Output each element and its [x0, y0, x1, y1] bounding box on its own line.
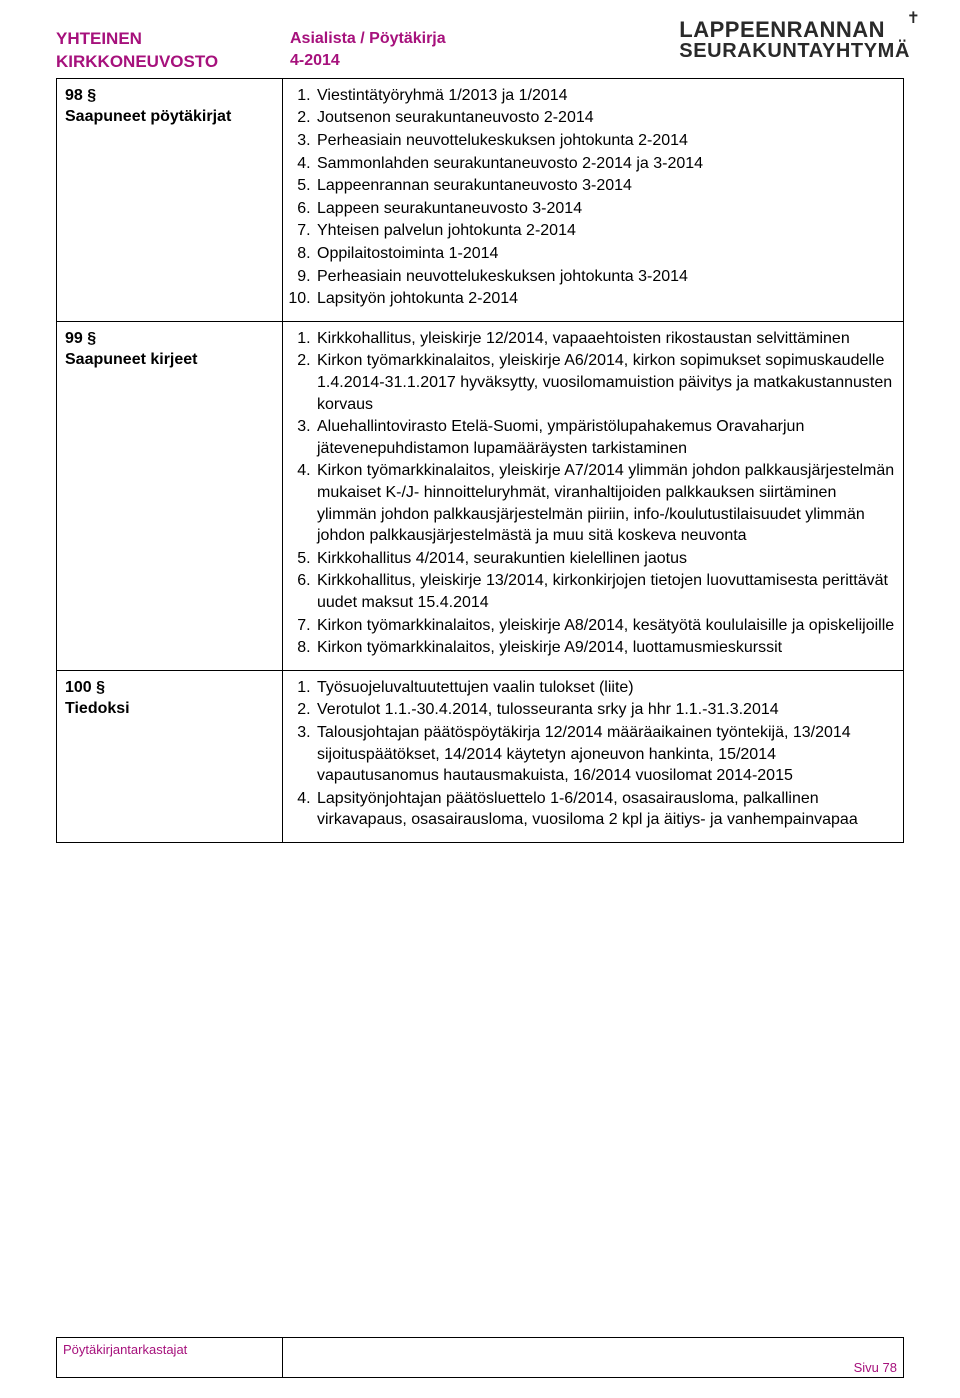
list-item: Kirkon työmarkkinalaitos, yleiskirje A8/… — [315, 615, 895, 637]
list-item: Viestintätyöryhmä 1/2013 ja 1/2014 — [315, 85, 895, 107]
list-item: Sammonlahden seurakuntaneuvosto 2-2014 j… — [315, 153, 895, 175]
section-list: Viestintätyöryhmä 1/2013 ja 1/2014Joutse… — [291, 85, 895, 310]
list-item: Kirkkohallitus 4/2014, seurakuntien kiel… — [315, 548, 895, 570]
section-list: Työsuojeluvaltuutettujen vaalin tulokset… — [291, 677, 895, 831]
list-item: Työsuojeluvaltuutettujen vaalin tulokset… — [315, 677, 895, 699]
list-item: Verotulot 1.1.-30.4.2014, tulosseuranta … — [315, 699, 895, 721]
doc-owner: YHTEINEN KIRKKONEUVOSTO — [56, 28, 286, 74]
list-item: Lappeenrannan seurakuntaneuvosto 3-2014 — [315, 175, 895, 197]
list-item: Lappeen seurakuntaneuvosto 3-2014 — [315, 198, 895, 220]
footer-mid: Sivu 78 — [283, 1338, 904, 1378]
list-item: Kirkkohallitus, yleiskirje 13/2014, kirk… — [315, 570, 895, 613]
section-label: 99 §Saapuneet kirjeet — [65, 328, 274, 371]
section-content-cell: Työsuojeluvaltuutettujen vaalin tulokset… — [283, 670, 904, 842]
section-label-cell: 99 §Saapuneet kirjeet — [57, 321, 283, 670]
footer-left-label: Pöytäkirjantarkastajat — [57, 1338, 283, 1378]
list-item: Perheasiain neuvottelukeskuksen johtokun… — [315, 130, 895, 152]
footer-page: Sivu 78 — [854, 1360, 897, 1375]
list-item: Kirkon työmarkkinalaitos, yleiskirje A6/… — [315, 350, 895, 415]
org-line1: LAPPEENRANNAN — [679, 18, 910, 41]
section-content-cell: Kirkkohallitus, yleiskirje 12/2014, vapa… — [283, 321, 904, 670]
section-label-cell: 100 §Tiedoksi — [57, 670, 283, 842]
list-item: Lapsityönjohtajan päätösluettelo 1-6/201… — [315, 788, 895, 831]
list-item: Kirkon työmarkkinalaitos, yleiskirje A9/… — [315, 637, 895, 659]
footer-table: Pöytäkirjantarkastajat Sivu 78 — [56, 1337, 904, 1378]
section-label: 100 §Tiedoksi — [65, 677, 274, 720]
section-content-cell: Viestintätyöryhmä 1/2013 ja 1/2014Joutse… — [283, 78, 904, 321]
org-header: LAPPEENRANNAN SEURAKUNTAYHTYMÄ — [679, 18, 910, 62]
list-item: Kirkkohallitus, yleiskirje 12/2014, vapa… — [315, 328, 895, 350]
section-label-cell: 98 §Saapuneet pöytäkirjat — [57, 78, 283, 321]
list-item: Oppilaitostoiminta 1-2014 — [315, 243, 895, 265]
doc-title-line2: 4-2014 — [290, 52, 340, 69]
org-line2: SEURAKUNTAYHTYMÄ — [679, 41, 910, 62]
list-item: Aluehallintovirasto Etelä-Suomi, ympäris… — [315, 416, 895, 459]
list-item: Perheasiain neuvottelukeskuksen johtokun… — [315, 266, 895, 288]
doc-owner-line1: YHTEINEN — [56, 29, 142, 48]
list-item: Lapsityön johtokunta 2-2014 — [315, 288, 895, 310]
sections-table: 98 §Saapuneet pöytäkirjat Viestintätyöryh… — [56, 78, 904, 843]
doc-owner-line2: KIRKKONEUVOSTO — [56, 52, 218, 71]
section-label: 98 §Saapuneet pöytäkirjat — [65, 85, 274, 128]
list-item: Joutsenon seurakuntaneuvosto 2-2014 — [315, 107, 895, 129]
section-list: Kirkkohallitus, yleiskirje 12/2014, vapa… — [291, 328, 895, 659]
list-item: Talousjohtajan päätöspöytäkirja 12/2014 … — [315, 722, 895, 787]
list-item: Kirkon työmarkkinalaitos, yleiskirje A7/… — [315, 460, 895, 546]
list-item: Yhteisen palvelun johtokunta 2-2014 — [315, 220, 895, 242]
doc-title-line1: Asialista / Pöytäkirja — [290, 30, 446, 47]
